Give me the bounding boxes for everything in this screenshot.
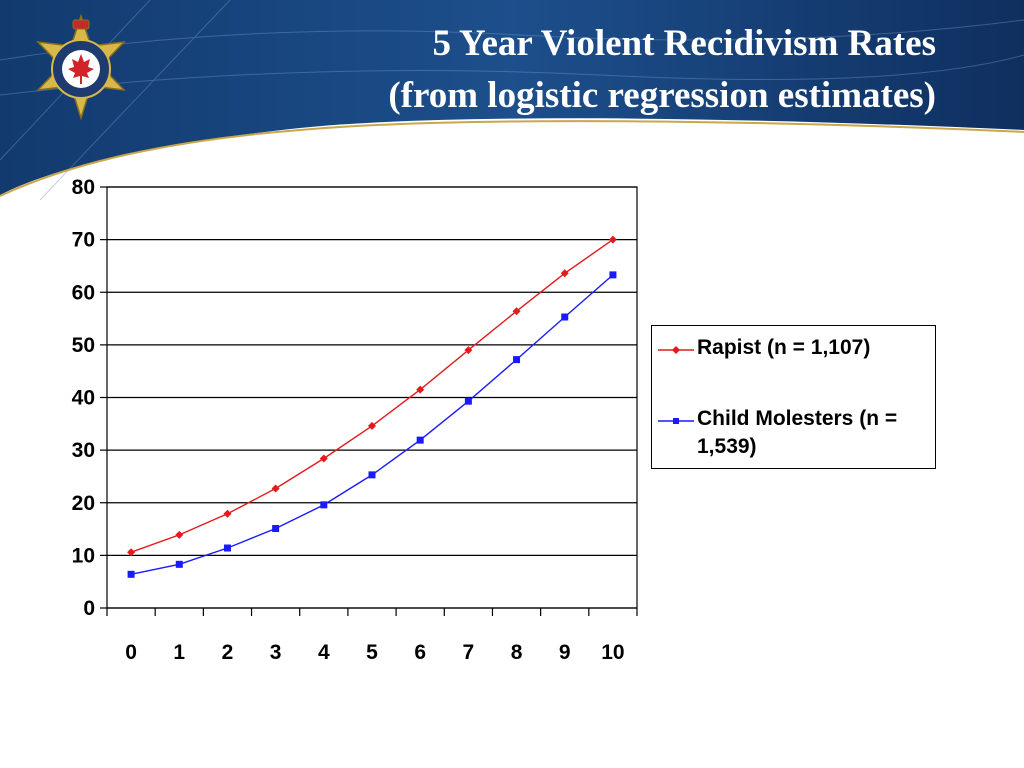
data-point-rapist <box>464 346 473 355</box>
data-point-rapist <box>271 484 280 493</box>
data-point-rapist <box>368 421 376 430</box>
data-point-rapist <box>175 530 184 539</box>
chart-legend: Rapist (n = 1,107) Child Molesters (n = … <box>651 325 936 469</box>
data-point-child-molesters <box>175 560 183 568</box>
data-point-child-molesters <box>272 525 280 533</box>
x-tick-label: 3 <box>270 641 282 664</box>
legend-label-child-molesters: Child Molesters (n = 1,539) <box>697 407 898 458</box>
x-tick-label: 0 <box>125 641 137 664</box>
y-tick-label: 50 <box>72 334 95 357</box>
x-tick-label: 1 <box>173 641 185 664</box>
x-tick-label: 2 <box>222 641 234 664</box>
y-tick-label: 60 <box>72 281 95 304</box>
data-point-rapist <box>560 269 569 278</box>
x-tick-label: 4 <box>318 641 330 664</box>
data-point-rapist <box>416 385 425 394</box>
series-line-rapist <box>130 239 614 553</box>
x-tick-label: 6 <box>414 641 426 664</box>
legend-swatch-rapist <box>658 346 694 354</box>
y-tick-label: 0 <box>83 597 95 620</box>
correctional-service-canada-logo <box>36 14 126 121</box>
x-tick-label: 10 <box>601 641 624 664</box>
slide-title-line-1: 5 Year Violent Recidivism Rates <box>432 23 936 64</box>
data-point-child-molesters <box>320 501 328 509</box>
data-point-child-molesters <box>464 397 472 405</box>
data-point-child-molesters <box>223 544 231 552</box>
legend-label-rapist: Rapist (n = 1,107) <box>697 336 871 359</box>
legend-swatch-child-molesters <box>658 418 694 424</box>
y-tick-label: 70 <box>72 229 95 252</box>
y-tick-label: 30 <box>72 439 95 462</box>
x-tick-label: 8 <box>511 641 523 664</box>
title-banner <box>0 0 1024 200</box>
y-tick-label: 20 <box>72 492 95 515</box>
data-point-rapist <box>608 235 617 244</box>
y-tick-label: 40 <box>72 387 95 410</box>
data-point-rapist <box>319 454 328 463</box>
data-point-child-molesters <box>561 313 569 321</box>
data-point-child-molesters <box>127 570 135 578</box>
data-point-rapist <box>512 307 521 316</box>
data-point-rapist <box>127 548 136 557</box>
y-tick-label: 10 <box>72 544 95 567</box>
x-tick-label: 5 <box>366 641 378 664</box>
data-point-child-molesters <box>609 271 617 279</box>
data-point-child-molesters <box>368 471 376 479</box>
x-tick-label: 9 <box>559 641 571 664</box>
x-tick-label: 7 <box>463 641 475 664</box>
y-tick-label: 80 <box>72 176 95 199</box>
slide-title-line-2: (from logistic regression estimates) <box>388 75 936 116</box>
data-point-child-molesters <box>416 436 424 444</box>
data-point-rapist <box>223 509 232 518</box>
data-point-child-molesters <box>513 356 521 364</box>
